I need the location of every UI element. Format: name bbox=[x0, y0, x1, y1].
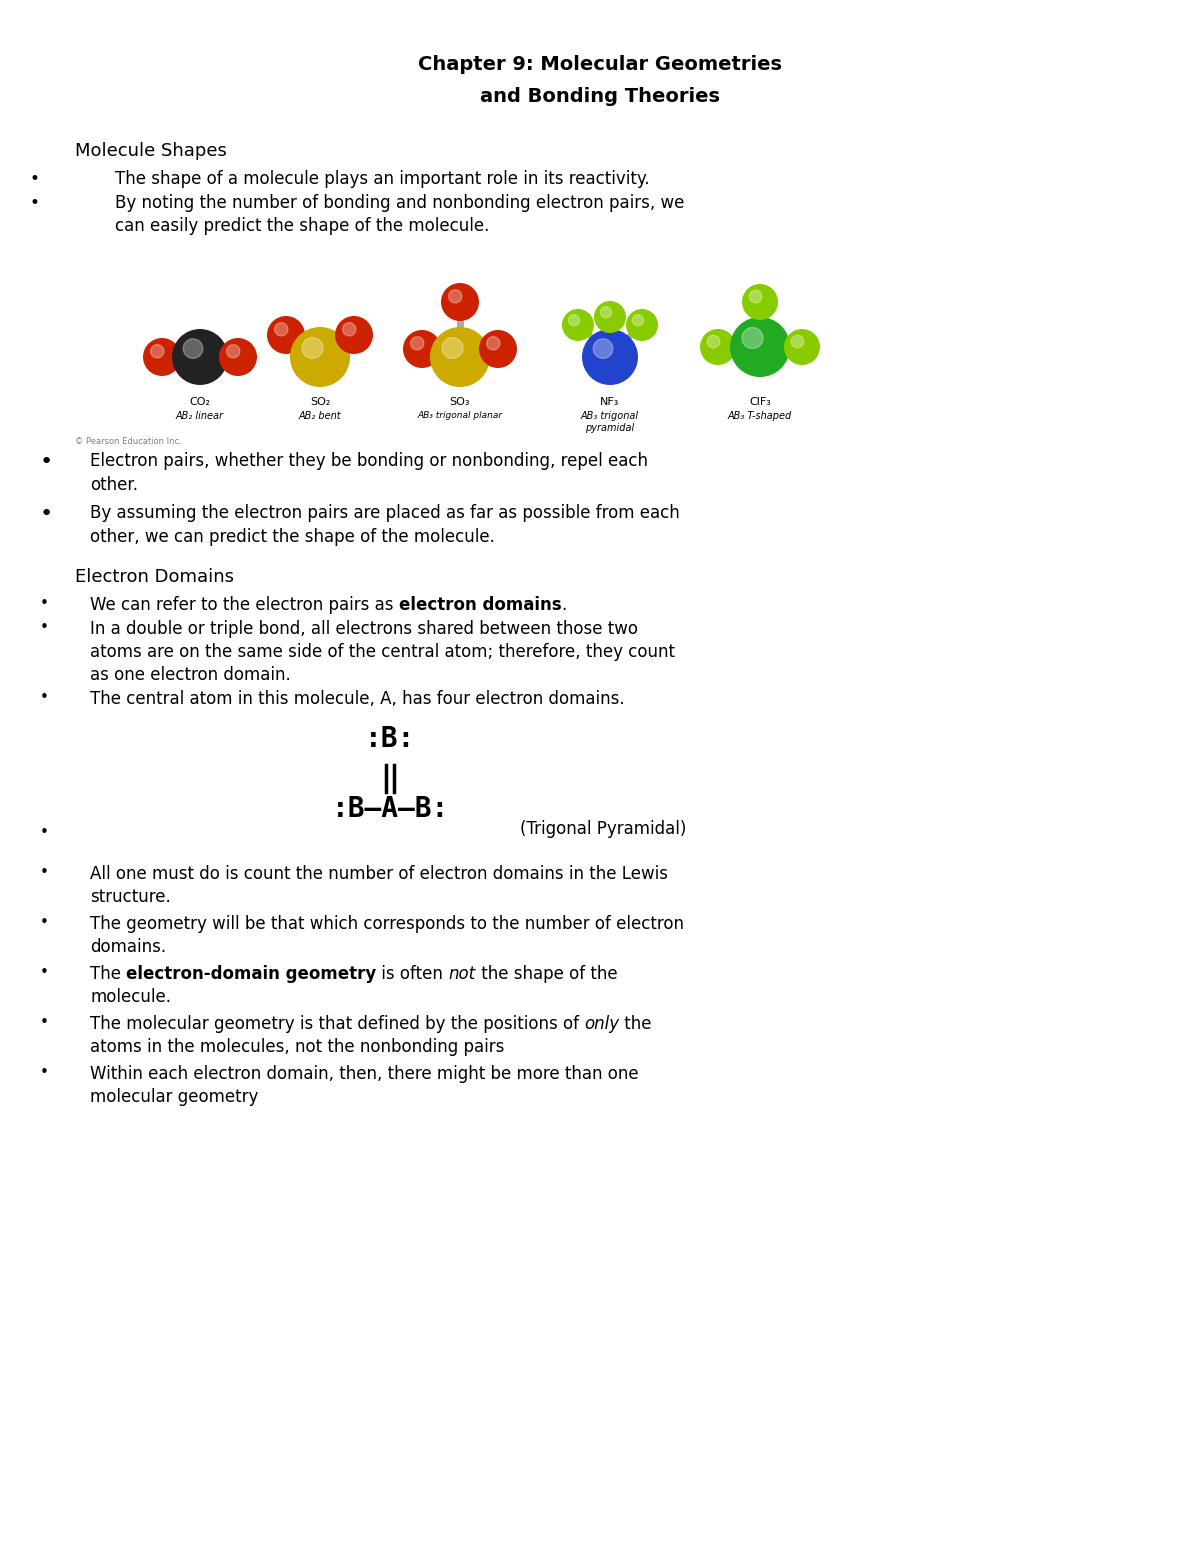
Text: :B—A—B:: :B—A—B: bbox=[331, 795, 449, 823]
Text: Electron Domains: Electron Domains bbox=[74, 568, 234, 585]
Circle shape bbox=[730, 317, 790, 377]
Text: only: only bbox=[584, 1016, 619, 1033]
Text: other.: other. bbox=[90, 477, 138, 494]
Circle shape bbox=[172, 329, 228, 385]
Text: as one electron domain.: as one electron domain. bbox=[90, 666, 290, 683]
Circle shape bbox=[220, 339, 257, 376]
Text: The shape of a molecule plays an important role in its reactivity.: The shape of a molecule plays an importa… bbox=[115, 169, 649, 188]
Text: •: • bbox=[40, 596, 49, 610]
Text: Molecule Shapes: Molecule Shapes bbox=[74, 141, 227, 160]
Text: ClF₃: ClF₃ bbox=[749, 398, 770, 407]
Circle shape bbox=[343, 323, 356, 335]
Text: The central atom in this molecule, A, has four electron domains.: The central atom in this molecule, A, ha… bbox=[90, 690, 625, 708]
Text: •: • bbox=[40, 964, 49, 980]
Circle shape bbox=[742, 284, 778, 320]
Text: •: • bbox=[40, 505, 53, 523]
Circle shape bbox=[290, 328, 350, 387]
Text: and Bonding Theories: and Bonding Theories bbox=[480, 87, 720, 106]
Circle shape bbox=[410, 337, 424, 349]
Circle shape bbox=[700, 329, 736, 365]
Circle shape bbox=[442, 283, 479, 321]
Text: •: • bbox=[40, 1065, 49, 1079]
Text: atoms in the molecules, not the nonbonding pairs: atoms in the molecules, not the nonbondi… bbox=[90, 1037, 504, 1056]
Circle shape bbox=[403, 329, 442, 368]
Text: molecule.: molecule. bbox=[90, 988, 172, 1006]
Text: pyramidal: pyramidal bbox=[586, 422, 635, 433]
Text: •: • bbox=[40, 915, 49, 930]
Text: AB₂ linear: AB₂ linear bbox=[176, 412, 224, 421]
Text: structure.: structure. bbox=[90, 888, 170, 905]
Circle shape bbox=[582, 329, 638, 385]
Text: In a double or triple bond, all electrons shared between those two: In a double or triple bond, all electron… bbox=[90, 620, 638, 638]
Circle shape bbox=[784, 329, 820, 365]
Circle shape bbox=[266, 315, 305, 354]
Text: •: • bbox=[40, 690, 49, 705]
Text: We can refer to the electron pairs as: We can refer to the electron pairs as bbox=[90, 596, 398, 613]
Circle shape bbox=[707, 335, 720, 348]
Circle shape bbox=[184, 339, 203, 359]
Circle shape bbox=[143, 339, 181, 376]
Text: electron-domain geometry: electron-domain geometry bbox=[126, 964, 377, 983]
Text: NF₃: NF₃ bbox=[600, 398, 619, 407]
Text: the shape of the: the shape of the bbox=[475, 964, 617, 983]
Text: other, we can predict the shape of the molecule.: other, we can predict the shape of the m… bbox=[90, 528, 494, 547]
Text: CO₂: CO₂ bbox=[190, 398, 210, 407]
Circle shape bbox=[749, 290, 762, 303]
Circle shape bbox=[479, 329, 517, 368]
Text: :B:: :B: bbox=[365, 725, 415, 753]
Circle shape bbox=[742, 328, 763, 348]
Text: the: the bbox=[619, 1016, 652, 1033]
Text: •: • bbox=[40, 1016, 49, 1030]
Text: SO₃: SO₃ bbox=[450, 398, 470, 407]
Text: not: not bbox=[449, 964, 475, 983]
Circle shape bbox=[791, 335, 804, 348]
Circle shape bbox=[151, 345, 164, 357]
Text: AB₂ bent: AB₂ bent bbox=[299, 412, 341, 421]
Text: All one must do is count the number of electron domains in the Lewis: All one must do is count the number of e… bbox=[90, 865, 668, 884]
Text: (Trigonal Pyramidal): (Trigonal Pyramidal) bbox=[520, 820, 686, 839]
Text: SO₂: SO₂ bbox=[310, 398, 330, 407]
Circle shape bbox=[430, 328, 490, 387]
Text: The geometry will be that which corresponds to the number of electron: The geometry will be that which correspo… bbox=[90, 915, 684, 933]
Text: AB₃ trigonal planar: AB₃ trigonal planar bbox=[418, 412, 503, 419]
Text: domains.: domains. bbox=[90, 938, 166, 957]
Circle shape bbox=[302, 337, 323, 359]
Circle shape bbox=[227, 345, 240, 357]
Text: •: • bbox=[30, 194, 40, 213]
Circle shape bbox=[442, 337, 463, 359]
Text: is often: is often bbox=[377, 964, 449, 983]
Text: can easily predict the shape of the molecule.: can easily predict the shape of the mole… bbox=[115, 217, 490, 235]
Text: Within each electron domain, then, there might be more than one: Within each electron domain, then, there… bbox=[90, 1065, 638, 1082]
Text: molecular geometry: molecular geometry bbox=[90, 1089, 258, 1106]
Text: •: • bbox=[40, 452, 53, 472]
Circle shape bbox=[626, 309, 658, 342]
Circle shape bbox=[275, 323, 288, 335]
Circle shape bbox=[449, 290, 462, 303]
Text: •: • bbox=[30, 169, 40, 188]
Circle shape bbox=[562, 309, 594, 342]
Circle shape bbox=[335, 315, 373, 354]
Text: Electron pairs, whether they be bonding or nonbonding, repel each: Electron pairs, whether they be bonding … bbox=[90, 452, 648, 471]
Circle shape bbox=[594, 301, 626, 332]
Text: The molecular geometry is that defined by the positions of: The molecular geometry is that defined b… bbox=[90, 1016, 584, 1033]
Text: •: • bbox=[40, 620, 49, 635]
Circle shape bbox=[632, 315, 643, 326]
Text: By noting the number of bonding and nonbonding electron pairs, we: By noting the number of bonding and nonb… bbox=[115, 194, 684, 213]
Text: By assuming the electron pairs are placed as far as possible from each: By assuming the electron pairs are place… bbox=[90, 505, 679, 522]
Circle shape bbox=[569, 315, 580, 326]
Circle shape bbox=[487, 337, 500, 349]
Text: The: The bbox=[90, 964, 126, 983]
Text: Chapter 9: Molecular Geometries: Chapter 9: Molecular Geometries bbox=[418, 54, 782, 75]
Text: AB₃ trigonal: AB₃ trigonal bbox=[581, 412, 640, 421]
Text: .: . bbox=[562, 596, 566, 613]
Circle shape bbox=[593, 339, 613, 359]
Text: •: • bbox=[40, 865, 49, 881]
Circle shape bbox=[600, 306, 612, 318]
Text: •: • bbox=[40, 825, 49, 840]
Text: AB₃ T-shaped: AB₃ T-shaped bbox=[728, 412, 792, 421]
Text: atoms are on the same side of the central atom; therefore, they count: atoms are on the same side of the centra… bbox=[90, 643, 674, 662]
Text: © Pearson Education Inc.: © Pearson Education Inc. bbox=[74, 436, 181, 446]
Text: electron domains: electron domains bbox=[398, 596, 562, 613]
